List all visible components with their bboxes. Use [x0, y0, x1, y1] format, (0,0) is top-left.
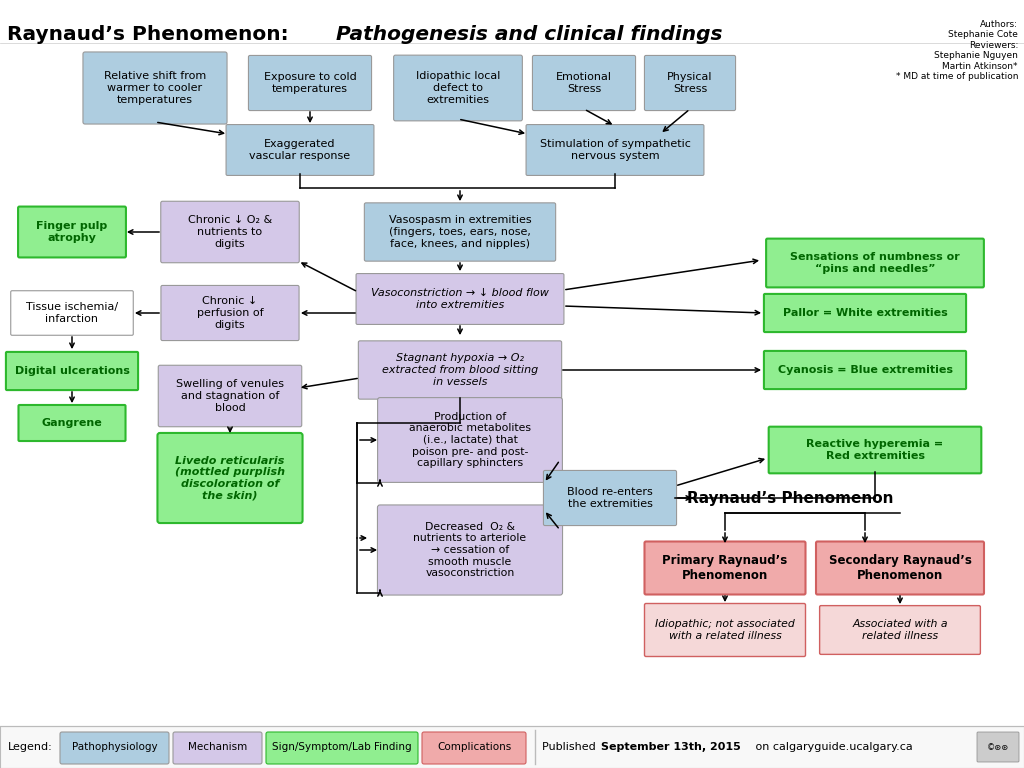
FancyBboxPatch shape: [18, 405, 126, 441]
FancyBboxPatch shape: [378, 505, 562, 595]
FancyBboxPatch shape: [0, 726, 1024, 768]
FancyBboxPatch shape: [644, 604, 806, 657]
Text: Sign/Symptom/Lab Finding: Sign/Symptom/Lab Finding: [272, 742, 412, 752]
Text: Pathophysiology: Pathophysiology: [72, 742, 158, 752]
FancyBboxPatch shape: [644, 541, 806, 594]
FancyBboxPatch shape: [18, 207, 126, 257]
FancyBboxPatch shape: [532, 55, 636, 111]
Text: Raynaud’s Phenomenon:: Raynaud’s Phenomenon:: [7, 25, 296, 44]
FancyBboxPatch shape: [159, 366, 302, 427]
Text: Cyanosis = Blue extremities: Cyanosis = Blue extremities: [777, 365, 952, 375]
FancyBboxPatch shape: [764, 294, 966, 332]
FancyBboxPatch shape: [161, 201, 299, 263]
Text: on calgaryguide.ucalgary.ca: on calgaryguide.ucalgary.ca: [752, 742, 912, 752]
FancyBboxPatch shape: [544, 471, 677, 525]
Text: Raynaud’s Phenomenon: Raynaud’s Phenomenon: [687, 491, 893, 505]
FancyBboxPatch shape: [526, 124, 703, 175]
Text: Idiopathic; not associated
with a related illness: Idiopathic; not associated with a relate…: [655, 619, 795, 641]
FancyBboxPatch shape: [356, 273, 564, 324]
Text: Sensations of numbness or
“pins and needles”: Sensations of numbness or “pins and need…: [791, 252, 959, 274]
FancyBboxPatch shape: [226, 124, 374, 175]
Text: Chronic ↓ O₂ &
nutrients to
digits: Chronic ↓ O₂ & nutrients to digits: [187, 215, 272, 249]
Text: Finger pulp
atrophy: Finger pulp atrophy: [37, 221, 108, 243]
FancyBboxPatch shape: [10, 291, 133, 336]
FancyBboxPatch shape: [816, 541, 984, 594]
Text: ©⊛⊛: ©⊛⊛: [987, 743, 1009, 752]
Text: Secondary Raynaud’s
Phenomenon: Secondary Raynaud’s Phenomenon: [828, 554, 972, 582]
Text: Reactive hyperemia =
Red extremities: Reactive hyperemia = Red extremities: [807, 439, 943, 461]
FancyBboxPatch shape: [766, 239, 984, 287]
FancyBboxPatch shape: [161, 286, 299, 340]
FancyBboxPatch shape: [819, 606, 980, 654]
FancyBboxPatch shape: [365, 203, 556, 261]
Text: Relative shift from
warmer to cooler
temperatures: Relative shift from warmer to cooler tem…: [103, 71, 206, 104]
Text: Pathogenesis and clinical findings: Pathogenesis and clinical findings: [336, 25, 723, 44]
Text: Published: Published: [542, 742, 599, 752]
Text: Legend:: Legend:: [8, 742, 53, 752]
FancyBboxPatch shape: [249, 55, 372, 111]
Text: Emotional
Stress: Emotional Stress: [556, 72, 612, 94]
Text: Digital ulcerations: Digital ulcerations: [14, 366, 129, 376]
Text: Stagnant hypoxia → O₂
extracted from blood sitting
in vessels: Stagnant hypoxia → O₂ extracted from blo…: [382, 353, 539, 386]
Text: Mechanism: Mechanism: [187, 742, 247, 752]
Text: Primary Raynaud’s
Phenomenon: Primary Raynaud’s Phenomenon: [663, 554, 787, 582]
FancyBboxPatch shape: [422, 732, 526, 764]
Text: Vasoconstriction → ↓ blood flow
into extremities: Vasoconstriction → ↓ blood flow into ext…: [371, 288, 549, 310]
Text: September 13th, 2015: September 13th, 2015: [601, 742, 740, 752]
FancyBboxPatch shape: [644, 55, 735, 111]
FancyBboxPatch shape: [764, 351, 966, 389]
FancyBboxPatch shape: [378, 398, 562, 482]
Text: Authors:
Stephanie Cote
Reviewers:
Stephanie Nguyen
Martin Atkinson*
* MD at tim: Authors: Stephanie Cote Reviewers: Steph…: [896, 20, 1018, 81]
Text: Exposure to cold
temperatures: Exposure to cold temperatures: [263, 72, 356, 94]
FancyBboxPatch shape: [266, 732, 418, 764]
FancyBboxPatch shape: [173, 732, 262, 764]
Text: Decreased  O₂ &
nutrients to arteriole
→ cessation of
smooth muscle
vasoconstric: Decreased O₂ & nutrients to arteriole → …: [414, 521, 526, 578]
Text: Pallor = White extremities: Pallor = White extremities: [782, 308, 947, 318]
Text: Production of
anaerobic metabolites
(i.e., lactate) that
poison pre- and post-
c: Production of anaerobic metabolites (i.e…: [409, 412, 531, 468]
FancyBboxPatch shape: [6, 352, 138, 390]
Text: Gangrene: Gangrene: [42, 418, 102, 428]
Text: Swelling of venules
and stagnation of
blood: Swelling of venules and stagnation of bl…: [176, 379, 284, 412]
Text: Idiopathic local
defect to
extremities: Idiopathic local defect to extremities: [416, 71, 500, 104]
Text: Complications: Complications: [437, 742, 511, 752]
FancyBboxPatch shape: [60, 732, 169, 764]
FancyBboxPatch shape: [83, 52, 227, 124]
FancyBboxPatch shape: [977, 732, 1019, 762]
Text: Associated with a
related illness: Associated with a related illness: [852, 619, 948, 641]
FancyBboxPatch shape: [393, 55, 522, 121]
Text: Vasospasm in extremities
(fingers, toes, ears, nose,
face, knees, and nipples): Vasospasm in extremities (fingers, toes,…: [389, 215, 531, 249]
Text: Stimulation of sympathetic
nervous system: Stimulation of sympathetic nervous syste…: [540, 139, 690, 161]
Text: Tissue ischemia/
infarction: Tissue ischemia/ infarction: [26, 302, 118, 324]
Text: Chronic ↓
perfusion of
digits: Chronic ↓ perfusion of digits: [197, 296, 263, 329]
Text: Physical
Stress: Physical Stress: [668, 72, 713, 94]
Text: Livedo reticularis
(mottled purplish
discoloration of
the skin): Livedo reticularis (mottled purplish dis…: [175, 455, 285, 501]
FancyBboxPatch shape: [769, 427, 981, 473]
FancyBboxPatch shape: [358, 341, 561, 399]
Text: Exaggerated
vascular response: Exaggerated vascular response: [250, 139, 350, 161]
FancyBboxPatch shape: [158, 433, 302, 523]
Text: Blood re-enters
the extremities: Blood re-enters the extremities: [567, 487, 653, 509]
